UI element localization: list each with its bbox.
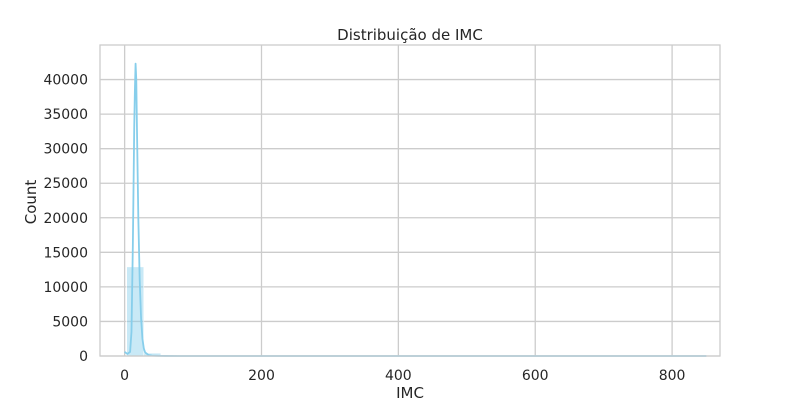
x-tick-label: 200	[248, 368, 275, 384]
x-tick-label: 400	[385, 368, 412, 384]
x-axis-label: IMC	[396, 384, 424, 400]
y-tick-label: 35000	[43, 107, 88, 123]
plot-frame	[100, 45, 720, 356]
y-tick-label: 40000	[43, 73, 88, 89]
y-tick-label: 25000	[43, 176, 88, 192]
kde-layer	[125, 64, 707, 356]
y-tick-label: 0	[79, 349, 88, 365]
x-tick-label: 600	[522, 368, 549, 384]
y-tick-label: 20000	[43, 211, 88, 227]
kde-line	[125, 64, 707, 356]
x-tick-label: 800	[659, 368, 686, 384]
y-tick-label: 5000	[52, 314, 88, 330]
x-tick-label: 0	[120, 368, 129, 384]
plot-border	[100, 45, 720, 356]
chart-title: Distribuição de IMC	[337, 26, 483, 44]
y-tick-label: 30000	[43, 142, 88, 158]
y-axis-label: Count	[22, 180, 40, 225]
grid-layer	[100, 45, 720, 356]
y-tick-label: 15000	[43, 245, 88, 261]
bars-layer	[127, 267, 195, 356]
y-tick-label: 10000	[43, 280, 88, 296]
